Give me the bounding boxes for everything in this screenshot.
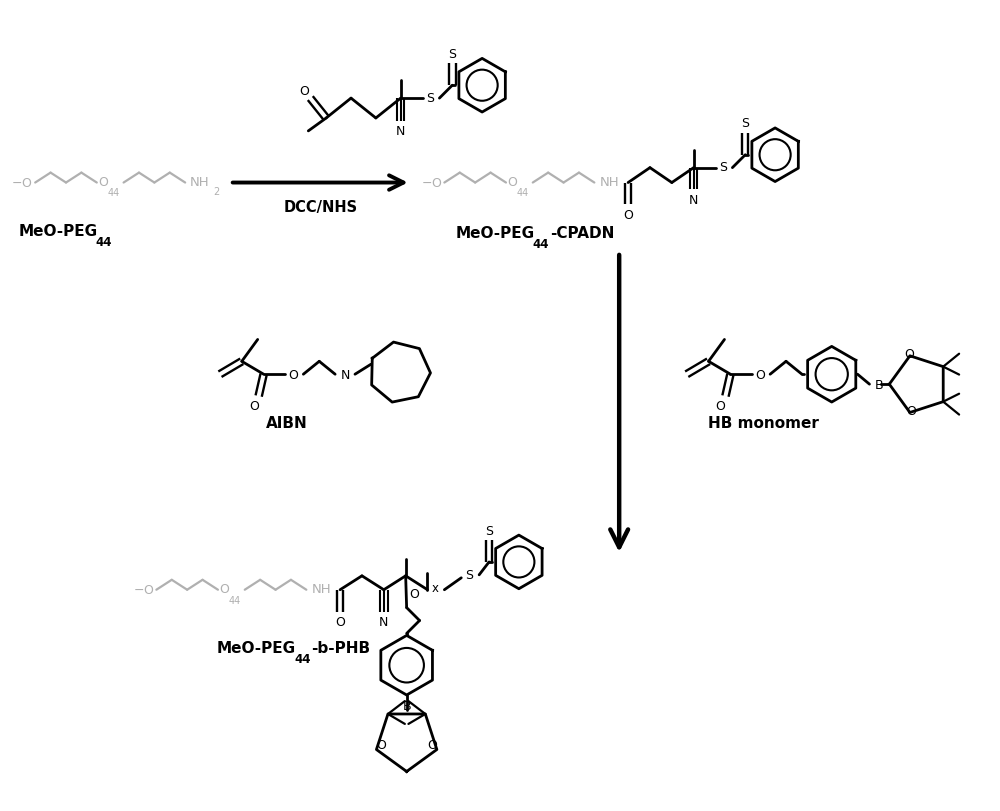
Text: 44: 44 xyxy=(294,652,311,665)
Text: NH: NH xyxy=(311,582,331,595)
Text: O: O xyxy=(249,400,259,413)
Text: S: S xyxy=(719,161,727,174)
Text: N: N xyxy=(379,616,388,629)
Text: N: N xyxy=(396,125,405,138)
Text: NH: NH xyxy=(599,176,619,189)
Text: $-$O: $-$O xyxy=(11,177,33,190)
Text: O: O xyxy=(507,176,517,189)
Text: O: O xyxy=(219,582,229,595)
Text: 44: 44 xyxy=(533,238,549,251)
Text: MeO-PEG: MeO-PEG xyxy=(18,223,97,238)
Text: O: O xyxy=(755,368,765,381)
Text: S: S xyxy=(485,524,493,537)
Text: MeO-PEG: MeO-PEG xyxy=(217,640,296,655)
Text: NH: NH xyxy=(190,176,210,189)
Text: x: x xyxy=(432,581,439,594)
Text: 44: 44 xyxy=(108,188,120,198)
Text: $-$O: $-$O xyxy=(133,583,154,597)
Text: S: S xyxy=(448,48,456,61)
Text: -b-PHB: -b-PHB xyxy=(311,640,370,655)
Text: 44: 44 xyxy=(229,595,241,605)
Text: HB monomer: HB monomer xyxy=(708,416,819,431)
Text: O: O xyxy=(376,738,386,751)
Text: 44: 44 xyxy=(517,188,529,198)
Text: MeO-PEG: MeO-PEG xyxy=(455,225,534,240)
Text: $-$O: $-$O xyxy=(421,177,442,190)
Text: O: O xyxy=(288,368,298,381)
Text: N: N xyxy=(340,368,350,381)
Text: AIBN: AIBN xyxy=(266,416,307,431)
Text: DCC/NHS: DCC/NHS xyxy=(283,200,357,215)
Text: S: S xyxy=(426,92,434,105)
Text: O: O xyxy=(427,738,437,751)
Text: O: O xyxy=(906,405,916,418)
Text: 2: 2 xyxy=(213,187,219,197)
Text: O: O xyxy=(98,176,108,189)
Text: O: O xyxy=(904,348,914,361)
Text: S: S xyxy=(465,569,473,581)
Text: -CPADN: -CPADN xyxy=(550,225,614,240)
Text: B: B xyxy=(875,378,884,391)
Text: O: O xyxy=(623,208,633,221)
Text: N: N xyxy=(689,194,698,207)
Text: O: O xyxy=(410,587,420,600)
Text: O: O xyxy=(299,84,309,97)
Text: S: S xyxy=(741,118,749,131)
Text: O: O xyxy=(335,616,345,629)
Text: B: B xyxy=(402,700,411,713)
Text: 44: 44 xyxy=(96,235,112,248)
Text: O: O xyxy=(716,400,725,413)
